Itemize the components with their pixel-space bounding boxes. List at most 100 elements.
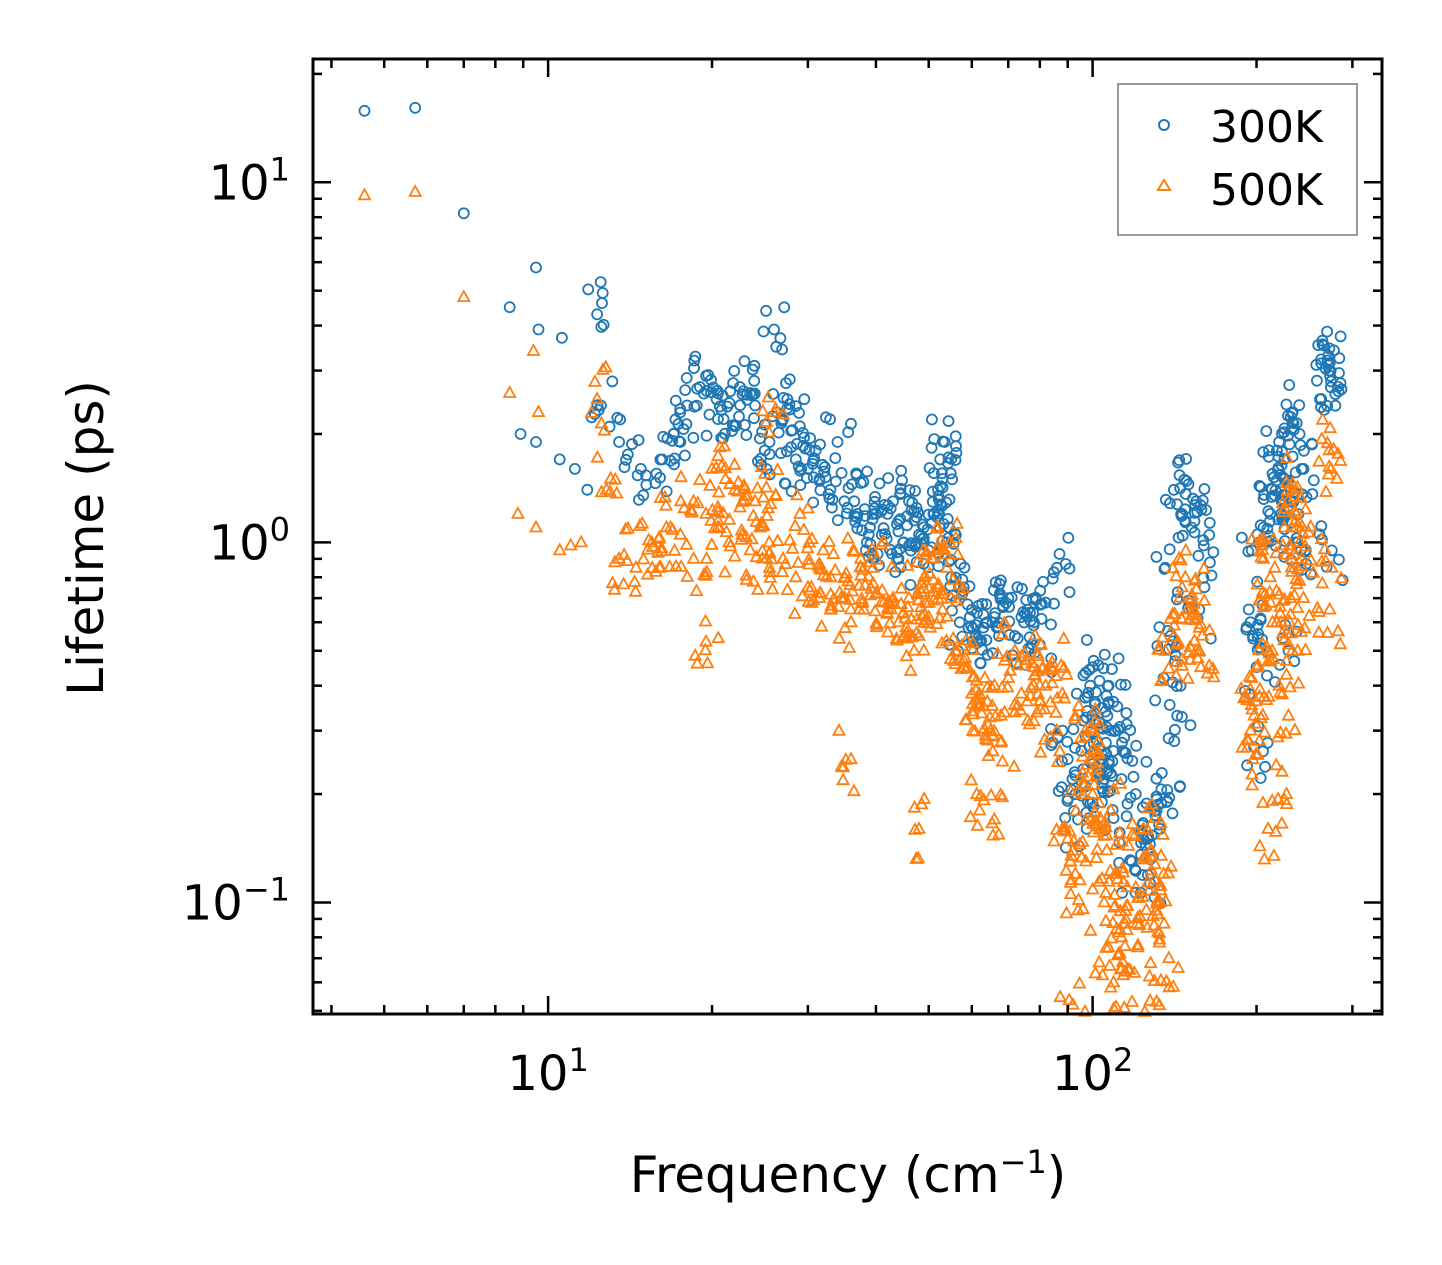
point-300k — [1179, 488, 1192, 500]
point-300k — [1062, 531, 1075, 544]
point-500k — [917, 791, 932, 804]
point-500k — [1153, 815, 1169, 829]
point-500k — [940, 609, 955, 622]
point-500k — [1044, 654, 1060, 668]
point-500k — [861, 568, 876, 582]
point-500k — [1139, 902, 1154, 915]
point-500k — [1250, 576, 1265, 590]
point-500k — [710, 448, 726, 462]
point-300k — [1315, 520, 1328, 532]
point-500k — [1257, 724, 1272, 738]
point-500k — [1298, 642, 1313, 655]
point-500k — [1112, 825, 1127, 839]
point-500k — [1324, 559, 1339, 573]
point-500k — [1175, 579, 1190, 593]
point-300k — [780, 377, 792, 390]
point-500k — [946, 653, 961, 666]
point-500k — [949, 593, 964, 607]
point-300k — [862, 528, 875, 541]
point-500k — [984, 815, 1000, 829]
point-500k — [688, 647, 703, 661]
point-300k — [1205, 569, 1218, 582]
point-300k — [993, 578, 1006, 590]
point-300k — [1097, 662, 1110, 675]
point-500k — [804, 531, 820, 544]
point-500k — [704, 537, 719, 550]
point-500k — [653, 490, 668, 504]
point-300k — [594, 276, 607, 289]
point-300k — [892, 525, 905, 538]
point-500k — [1137, 1004, 1152, 1017]
point-500k — [1287, 503, 1302, 516]
point-500k — [880, 624, 895, 638]
point-500k — [618, 521, 633, 535]
point-500k — [1277, 519, 1292, 533]
point-500k — [716, 505, 731, 519]
point-300k — [851, 522, 864, 535]
point-500k — [969, 786, 984, 800]
point-500k — [801, 593, 816, 607]
point-500k — [1144, 862, 1159, 876]
y-tick-label: 10−1 — [182, 870, 290, 931]
point-300k — [1035, 613, 1048, 625]
point-500k — [662, 559, 677, 572]
point-500k — [1292, 534, 1307, 548]
point-500k — [1159, 973, 1174, 987]
point-500k — [1119, 898, 1134, 911]
point-300k — [703, 408, 716, 421]
point-500k — [1189, 642, 1204, 656]
point-500k — [981, 716, 996, 730]
point-300k — [1335, 383, 1348, 396]
point-500k — [1329, 471, 1344, 484]
point-300k — [1106, 663, 1118, 675]
point-500k — [658, 497, 674, 511]
point-500k — [1273, 599, 1288, 612]
point-300k — [710, 393, 723, 406]
point-500k — [686, 550, 701, 564]
point-500k — [1281, 636, 1296, 650]
point-300k — [1280, 398, 1293, 411]
point-500k — [1166, 628, 1181, 641]
point-500k — [965, 706, 981, 720]
point-500k — [754, 459, 769, 473]
point-500k — [1068, 708, 1083, 722]
point-500k — [1111, 924, 1126, 938]
point-500k — [770, 462, 785, 476]
point-500k — [1114, 833, 1129, 847]
point-300k — [581, 483, 594, 496]
point-500k — [1089, 850, 1104, 863]
point-300k — [884, 502, 897, 515]
point-500k — [1033, 636, 1048, 650]
point-300k — [1321, 325, 1333, 338]
point-500k — [1083, 922, 1098, 936]
point-300k — [621, 448, 634, 461]
point-500k — [1116, 967, 1131, 981]
point-500k — [597, 422, 612, 436]
point-500k — [839, 565, 854, 579]
point-300k — [1120, 718, 1133, 731]
point-300k — [794, 479, 807, 492]
point-300k — [1118, 746, 1131, 759]
point-500k — [1000, 679, 1015, 693]
point-500k — [710, 519, 725, 533]
point-500k — [727, 456, 742, 470]
point-300k — [1163, 699, 1176, 711]
point-500k — [699, 551, 714, 564]
point-500k — [944, 590, 959, 603]
point-500k — [909, 611, 924, 625]
point-500k — [1255, 795, 1270, 808]
point-500k — [627, 574, 642, 587]
point-500k — [959, 632, 974, 646]
point-500k — [1095, 967, 1110, 981]
point-500k — [945, 571, 960, 585]
point-300k — [1020, 594, 1033, 606]
point-500k — [974, 705, 989, 719]
point-500k — [1186, 595, 1202, 609]
point-500k — [831, 723, 846, 736]
point-500k — [890, 632, 905, 646]
point-500k — [1048, 705, 1063, 718]
point-300k — [974, 657, 987, 670]
point-300k — [964, 611, 976, 624]
point-500k — [1109, 836, 1124, 850]
point-500k — [804, 579, 819, 593]
